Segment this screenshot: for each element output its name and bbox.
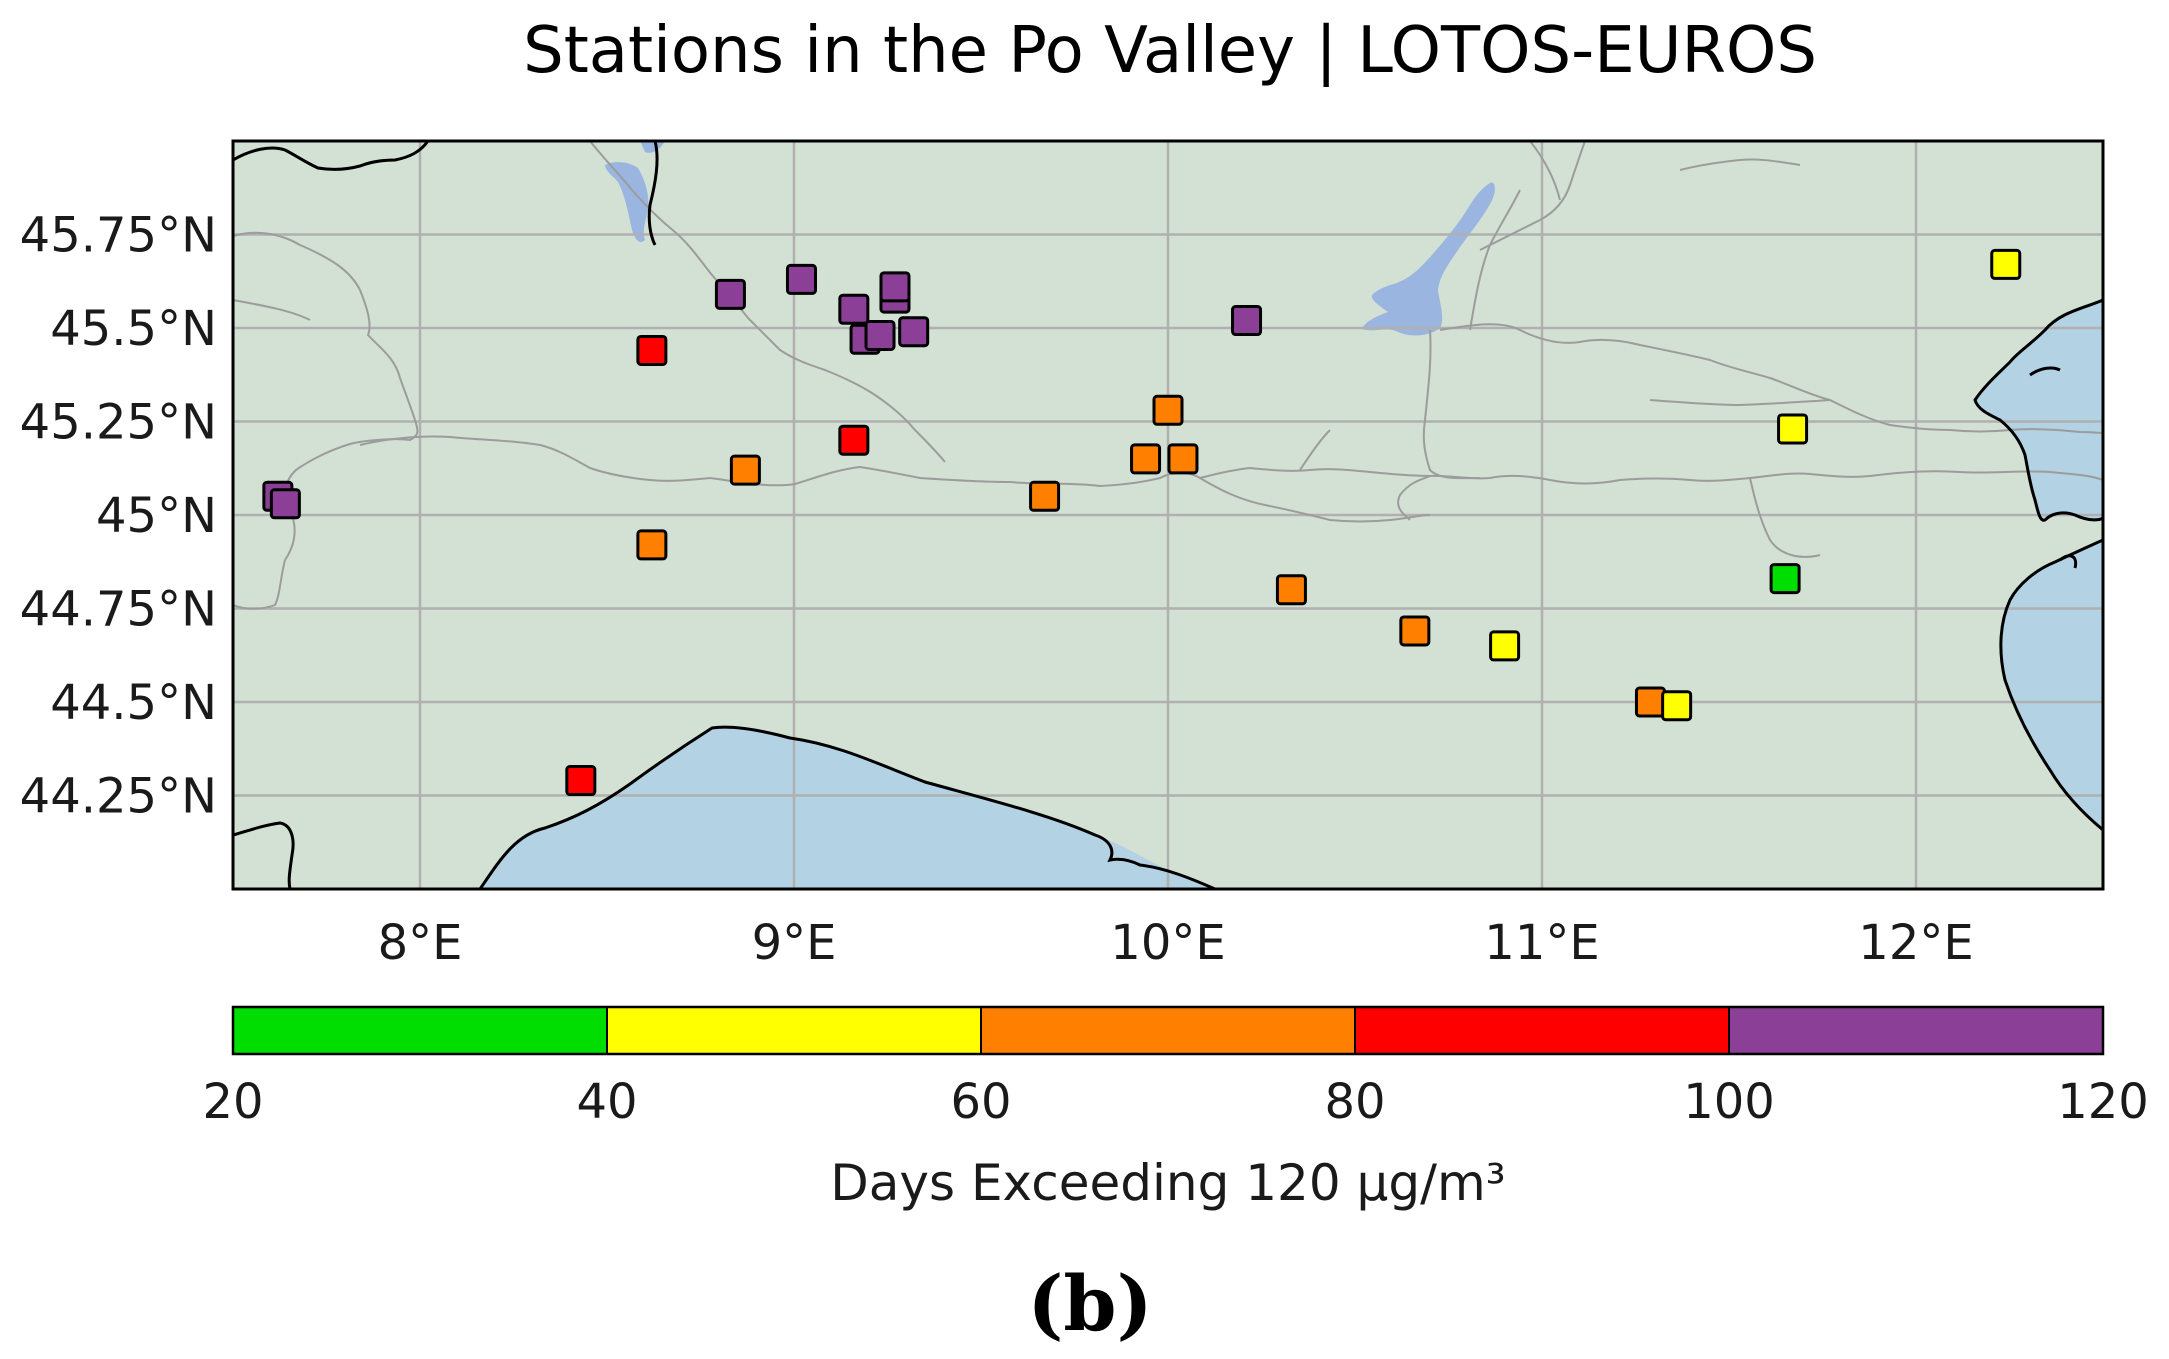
station-marker	[1167, 443, 1199, 475]
lake-lugano-area	[640, 141, 665, 153]
latitude-tick-label: 44.5°N	[50, 675, 217, 731]
station-marker	[269, 488, 301, 520]
station-marker	[1777, 413, 1809, 445]
station-marker	[1399, 615, 1431, 647]
station-marker	[714, 278, 746, 310]
longitude-tick-label: 10°E	[1110, 915, 1225, 971]
latitude-tick-label: 44.25°N	[20, 769, 217, 825]
station-marker	[1489, 630, 1521, 662]
colorbar-tick-label: 60	[950, 1074, 1011, 1130]
longitude-tick-label: 9°E	[752, 915, 837, 971]
station-marker	[838, 293, 870, 325]
coastlines	[233, 141, 2103, 889]
station-marker	[729, 454, 761, 486]
latitude-ticks: 44.25°N 44.5°N 44.75°N 45°N 45.25°N 45.5°N 45.…	[20, 208, 217, 825]
station-marker	[1661, 690, 1693, 722]
colorbar-tick-label: 120	[2057, 1074, 2149, 1130]
colorbar-label: Days Exceeding 120 µg/m³	[830, 1154, 1505, 1212]
station-marker	[1990, 248, 2022, 280]
station-marker	[838, 424, 870, 456]
station-marker	[1275, 574, 1307, 606]
colorbar-ticks: 20 40 60 80 100 120	[202, 1007, 2149, 1130]
lake-garda-area	[1362, 182, 1495, 336]
colorbar-segment	[607, 1007, 981, 1054]
colorbar-tick-label: 100	[1683, 1074, 1775, 1130]
map-title: Stations in the Po Valley | LOTOS-EUROS	[523, 14, 1817, 88]
latitude-tick-label: 44.75°N	[20, 582, 217, 638]
panel-label: (b)	[1027, 1259, 1152, 1348]
map-frame	[231, 139, 2105, 891]
lake-maggiore-area	[605, 162, 649, 242]
map-panel: 8°E 9°E 10°E 11°E 12°E 44.25°N44.5°N44.75°N4…	[20, 139, 2105, 971]
station-marker	[1634, 686, 1666, 718]
station-marker	[864, 319, 896, 351]
longitude-ticks: 8°E 9°E 10°E 11°E 12°E	[378, 915, 1974, 971]
station-marker	[879, 271, 911, 303]
colorbar-segment	[1355, 1007, 1729, 1054]
station-marker	[1130, 443, 1162, 475]
colorbar-tick-label: 40	[576, 1074, 637, 1130]
colorbar-segment	[233, 1007, 607, 1054]
latitude-tick-label: 45.25°N	[20, 395, 217, 451]
longitude-tick-label: 8°E	[378, 915, 463, 971]
colorbar: 20 40 60 80 100 120 Days Exceeding 120 µg/m³	[202, 1005, 2149, 1212]
station-marker	[1231, 305, 1263, 337]
longitude-tick-label: 11°E	[1484, 915, 1599, 971]
station-marker	[565, 765, 597, 797]
station-marker	[898, 316, 930, 348]
station-marker	[1029, 480, 1061, 512]
longitude-tick-label: 12°E	[1858, 915, 1973, 971]
station-marker	[1769, 563, 1801, 595]
latitude-tick-label: 45.75°N	[20, 208, 217, 264]
colorbar-segments	[233, 1007, 2103, 1054]
adriatic-sea	[1975, 300, 2103, 830]
latitude-tick-label: 45.5°N	[50, 301, 217, 357]
ligurian-sea	[480, 727, 1215, 889]
latitude-tick-label: 45°N	[96, 488, 217, 544]
station-marker	[636, 334, 668, 366]
station-markers	[262, 248, 2022, 797]
station-marker	[636, 529, 668, 561]
station-marker	[785, 263, 817, 295]
colorbar-tick-label: 20	[202, 1074, 263, 1130]
station-marker	[1152, 394, 1184, 426]
colorbar-segment	[1729, 1007, 2103, 1054]
colorbar-segment	[981, 1007, 1355, 1054]
colorbar-tick-label: 80	[1324, 1074, 1385, 1130]
